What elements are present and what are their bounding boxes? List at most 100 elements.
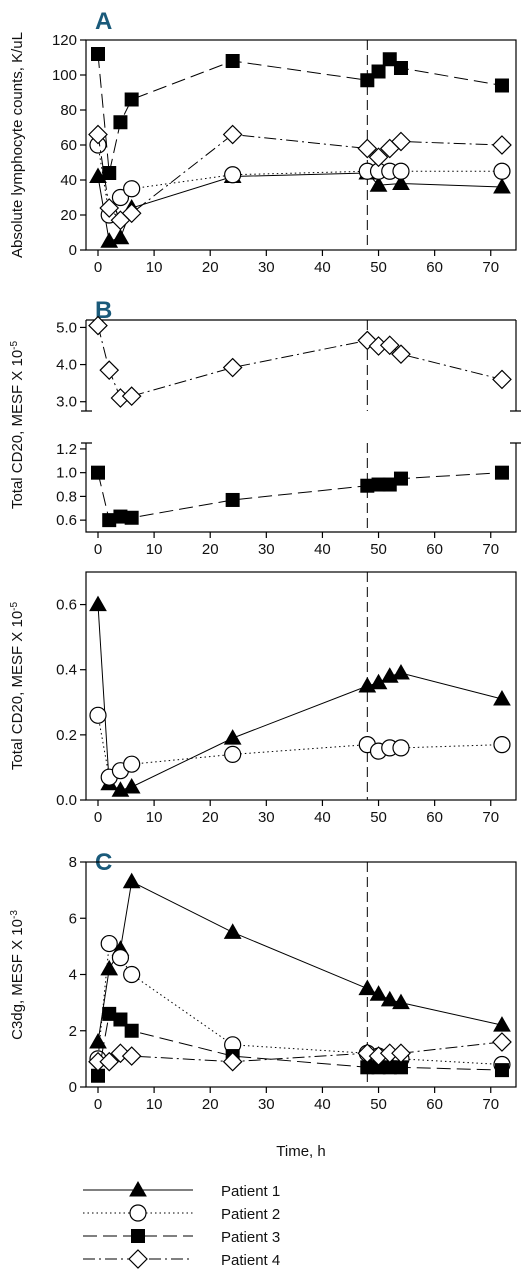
series-line-patient-4 [98, 1041, 503, 1063]
x-tick-label: 10 [146, 1096, 163, 1113]
data-point-patient-3 [371, 1060, 386, 1075]
data-point-patient-3 [371, 477, 386, 492]
legend-marker-patient-3 [131, 1229, 145, 1243]
data-point-patient-3 [91, 1068, 105, 1083]
data-point-patient-4 [492, 135, 512, 155]
data-point-patient-4 [88, 124, 108, 145]
y-tick-label: 0 [69, 1079, 77, 1096]
x-tick-label: 0 [94, 809, 102, 826]
x-tick-label: 40 [314, 809, 331, 826]
panel-c-ylabel: C3dg, MESF X 10-3 [9, 910, 27, 1040]
panel-a-frame [85, 39, 517, 251]
data-point-patient-3 [124, 92, 139, 107]
data-point-patient-2 [111, 188, 130, 207]
data-point-patient-4 [391, 344, 411, 365]
panel-b-top-ticks: 3.0 4.0 5.0 [56, 319, 86, 411]
y-tick-label: 4 [69, 967, 77, 984]
data-point-patient-4 [99, 198, 120, 218]
data-point-patient-4 [121, 1046, 142, 1066]
data-point-patient-1 [493, 177, 511, 194]
data-point-patient-3 [360, 1060, 375, 1075]
data-point-patient-4 [99, 1051, 120, 1072]
y-tick-label: 80 [60, 102, 77, 119]
data-point-patient-1 [122, 777, 141, 794]
data-point-patient-4 [379, 335, 400, 356]
x-tick-label: 10 [146, 809, 163, 826]
data-point-patient-3 [393, 1060, 408, 1075]
panel-b-bottom-frame [85, 443, 517, 533]
panel-c: C3dg, MESF X 10-3 0 2 4 6 8 0 10 20 30 40 50 60 70 [9, 854, 517, 1113]
data-point-patient-1 [89, 595, 107, 612]
x-tick-label: 40 [314, 259, 331, 276]
x-tick-label: 50 [370, 259, 387, 276]
data-point-patient-1 [369, 176, 388, 192]
data-point-patient-3 [360, 478, 375, 493]
panel-b-bottom-ticks: 0.6 0.8 1.0 1.2 0 10 20 30 40 50 60 70 [56, 441, 499, 558]
data-point-patient-4 [222, 1051, 243, 1072]
series-line-patient-3 [97, 1013, 502, 1076]
legend-symbol [128, 1249, 148, 1269]
x-tick-label: 60 [426, 541, 443, 558]
series-line-patient-2 [97, 144, 502, 217]
y-tick-label: 0.4 [56, 662, 77, 679]
x-tick-label: 0 [94, 541, 102, 558]
x-tick-label: 50 [370, 541, 387, 558]
legend-label-patient-2: Patient 2 [221, 1206, 280, 1223]
data-point-patient-4 [121, 386, 142, 406]
data-point-patient-3 [225, 54, 240, 68]
data-point-patient-1 [89, 1032, 107, 1049]
data-point-patient-3 [113, 1012, 128, 1027]
data-point-patient-4 [222, 124, 243, 145]
data-point-patient-3 [102, 166, 117, 180]
data-point-patient-4 [99, 360, 120, 380]
panel-b-bottom-plot [91, 443, 509, 532]
panel-a-plot [88, 40, 512, 250]
data-point-patient-1 [122, 872, 141, 889]
y-tick-label: 0.0 [56, 792, 77, 809]
panel-c-frame [85, 861, 517, 1088]
x-tick-label: 0 [94, 259, 102, 276]
series-line-patient-3 [97, 472, 503, 521]
x-tick-label: 0 [94, 1096, 102, 1113]
y-tick-label: 1.2 [56, 441, 77, 458]
data-point-patient-1 [369, 985, 388, 1001]
data-point-patient-3 [382, 477, 397, 492]
x-tick-label: 20 [202, 1096, 219, 1113]
panel-b-lower-ylabel: Total CD20, MESF X 10-5 [9, 602, 27, 771]
data-point-patient-1 [493, 1016, 511, 1032]
legend-symbol [129, 1180, 147, 1197]
x-tick-label: 60 [426, 1096, 443, 1113]
data-point-patient-3 [113, 115, 128, 130]
data-point-patient-4 [391, 131, 411, 152]
data-point-patient-3 [102, 1006, 117, 1021]
x-tick-label: 70 [482, 541, 499, 558]
data-point-patient-1 [493, 690, 511, 706]
data-point-patient-2 [123, 180, 141, 198]
data-point-patient-1 [392, 663, 410, 680]
series-line-patient-3 [97, 53, 503, 174]
data-point-patient-3 [124, 510, 139, 525]
x-tick-label: 10 [146, 259, 163, 276]
x-tick-label: 60 [426, 809, 443, 826]
data-point-patient-2 [493, 162, 511, 180]
x-tick-label: 30 [258, 809, 275, 826]
y-tick-label: 0.6 [56, 512, 77, 529]
data-point-patient-4 [88, 315, 108, 336]
data-point-patient-4 [357, 138, 378, 159]
x-tick-label: 20 [202, 541, 219, 558]
data-point-patient-1 [380, 990, 399, 1007]
data-point-patient-3 [494, 1063, 509, 1078]
panel-c-plot [88, 862, 512, 1087]
legend-symbol [131, 1229, 145, 1243]
legend-item-patient-3: Patient 3 [83, 1229, 280, 1246]
data-point-patient-2 [123, 755, 141, 773]
data-point-patient-3 [91, 465, 105, 480]
x-axis-label: Time, h [276, 1143, 325, 1160]
data-point-patient-3 [102, 513, 117, 528]
data-point-patient-1 [223, 923, 242, 939]
series-line-patient-1 [97, 604, 503, 791]
x-tick-label: 70 [482, 1096, 499, 1113]
y-tick-label: 2 [69, 1023, 77, 1040]
legend-marker-patient-4 [128, 1249, 148, 1269]
panel-a: Absolute lymphocyte counts, K/uL 0 20 40 60… [9, 32, 517, 276]
